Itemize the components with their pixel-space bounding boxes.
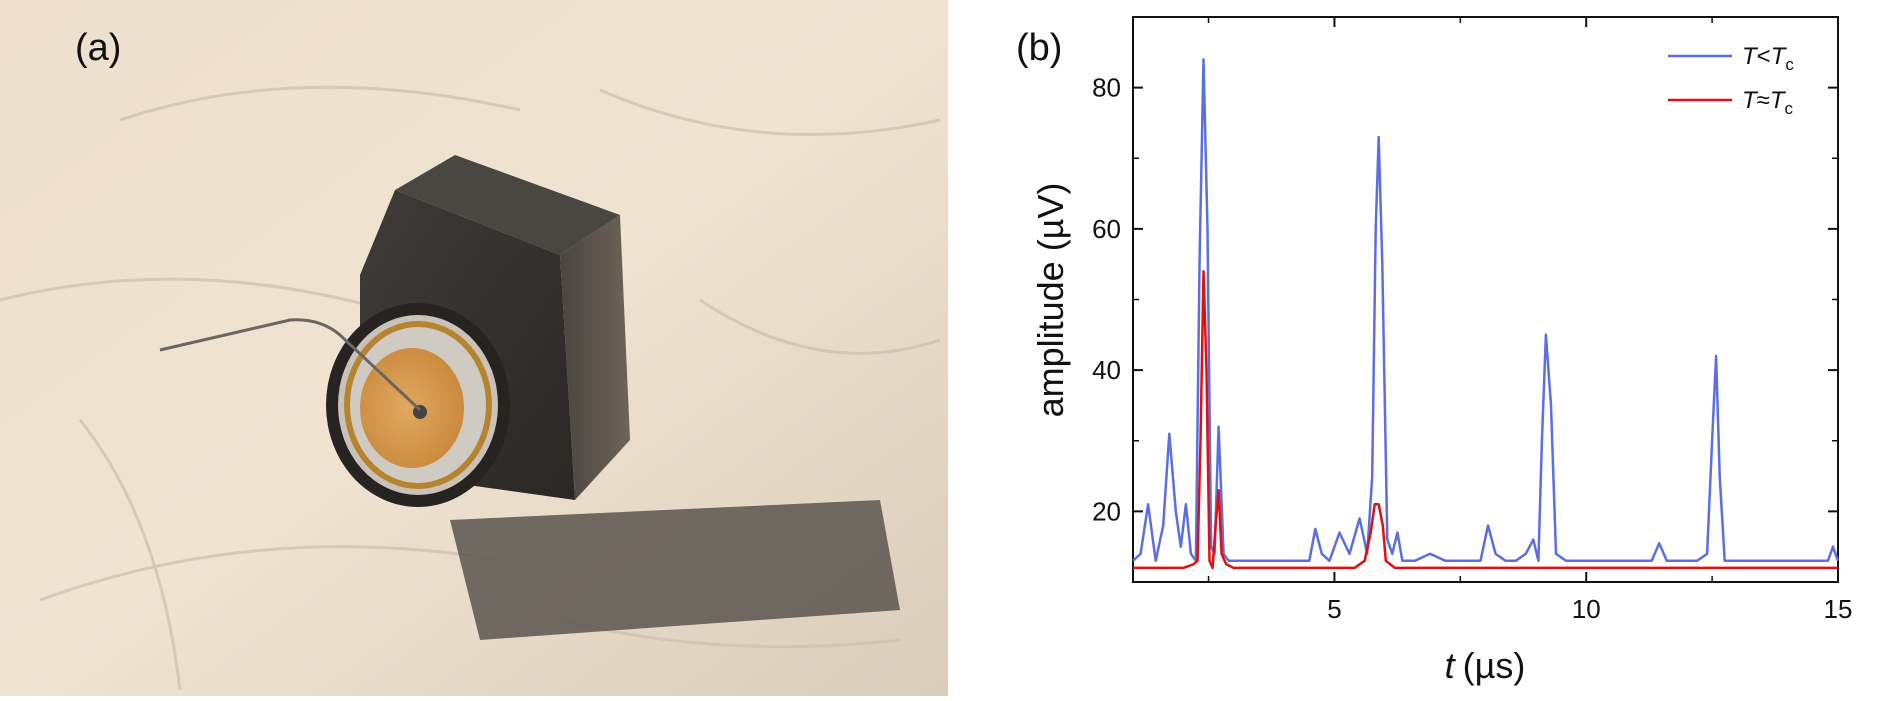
x-tick-label: 15: [1824, 594, 1853, 624]
panel-a-label: (a): [75, 27, 121, 69]
y-tick-label: 80: [1092, 73, 1121, 103]
sample-photo: (a): [0, 0, 948, 696]
x-tick-label: 5: [1327, 594, 1341, 624]
transducer-disk: [326, 303, 510, 507]
legend-label-below-tc: T<Tc: [1742, 43, 1794, 74]
chart-panel: (b) 5 10 15 20 40 60 80 amplitude (µV) t (µs) T…: [948, 0, 1894, 696]
series-line-below-tc: [1132, 58, 1840, 563]
cube-top: [395, 155, 620, 255]
legend: T<Tc T≈Tc: [1668, 43, 1794, 118]
photo-panel: (a): [0, 0, 948, 696]
series-line-near-tc: [1133, 270, 1838, 570]
panel-b-label: (b): [1016, 27, 1062, 69]
cube-side: [560, 215, 630, 500]
y-axis-title: amplitude (µV): [1030, 183, 1071, 418]
y-tick-label: 20: [1092, 496, 1121, 526]
plot-frame: [1132, 16, 1839, 583]
axis-ticks: 5 10 15 20 40 60 80: [1092, 17, 1852, 624]
series-lines: [1132, 58, 1840, 570]
wire: [159, 318, 422, 412]
x-axis-unit: (µs): [1463, 645, 1526, 686]
x-tick-label: 10: [1572, 594, 1601, 624]
x-axis-title: t (µs): [1445, 645, 1526, 686]
y-tick-label: 40: [1092, 355, 1121, 385]
amplitude-chart: (b) 5 10 15 20 40 60 80 amplitude (µV) t (µs) T…: [1016, 16, 1852, 686]
legend-label-near-tc: T≈Tc: [1742, 87, 1794, 118]
y-tick-label: 60: [1092, 214, 1121, 244]
x-axis-var: t: [1445, 645, 1457, 686]
cube-shadow: [450, 500, 900, 640]
